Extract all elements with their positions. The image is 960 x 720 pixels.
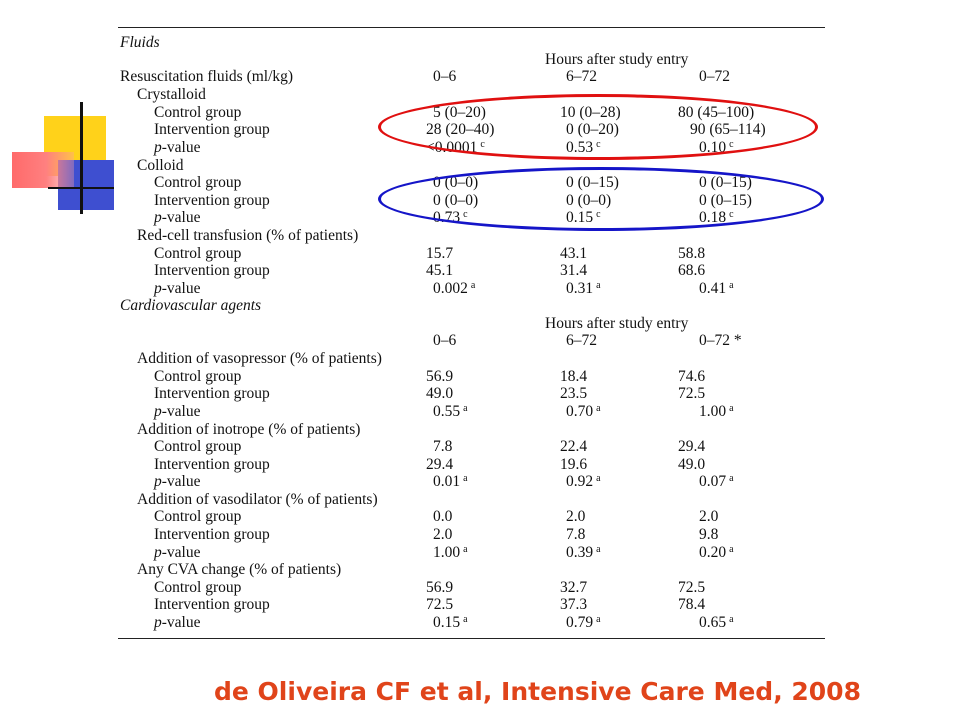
table-cell: 1.00 a [699,403,734,420]
table-cell: 72.5 [678,385,706,402]
column-header-6-72: 6–72 [566,332,597,349]
table-cell: 2.0 [566,508,586,525]
table-cell: 0.20 a [699,544,734,561]
table-cell: 0.41 a [699,280,734,297]
table-cell: 1.00 a [433,544,468,561]
table-top-rule [118,27,825,28]
table-cell: 7.8 [566,526,586,543]
table-cell: 32.7 [560,579,588,596]
fluids-hours-header: Hours after study entry [545,51,689,68]
table-cell: 19.6 [560,456,588,473]
table-cell: 23.5 [560,385,588,402]
row-label: p-value [154,139,201,156]
row-label: p-value [154,209,201,226]
decorative-red-square [12,152,74,188]
row-label: Control group [154,438,242,455]
subsection-vasodilator: Addition of vasodilator (% of patients) [137,491,378,508]
table-cell: 0.55 a [433,403,468,420]
table-cell: 72.5 [678,579,706,596]
row-label: p-value [154,614,201,631]
table-cell: 7.8 [433,438,453,455]
table-cell: 0.01 a [433,473,468,490]
cardio-hours-header: Hours after study entry [545,315,689,332]
table-cell: 0.92 a [566,473,601,490]
row-label: Intervention group [154,385,270,402]
table-cell: 72.5 [426,596,454,613]
subsection-crystalloid: Crystalloid [137,86,206,103]
column-header-0-72: 0–72 * [699,332,742,349]
table-cell: 74.6 [678,368,706,385]
table-cell: 0.07 a [699,473,734,490]
table-cell: 56.9 [426,368,454,385]
column-header-0-6: 0–6 [433,68,457,85]
row-label: Intervention group [154,526,270,543]
table-cell: 0.31 a [566,280,601,297]
table-cell: 37.3 [560,596,588,613]
row-label: p-value [154,544,201,561]
row-label: Control group [154,508,242,525]
table-cell: 2.0 [699,508,719,525]
table-cell: 58.8 [678,245,706,262]
table-cell: 0.002 a [433,280,476,297]
row-label: p-value [154,473,201,490]
subsection-red-cell-transfusion: Red-cell transfusion (% of patients) [137,227,359,244]
table-cell: 0.70 a [566,403,601,420]
row-label: Intervention group [154,262,270,279]
subsection-vasopressor: Addition of vasopressor (% of patients) [137,350,382,367]
row-label: Control group [154,368,242,385]
row-label: Control group [154,104,242,121]
column-header-6-72: 6–72 [566,68,597,85]
table-cell: 18.4 [560,368,588,385]
row-label: Intervention group [154,456,270,473]
table-cell: 29.4 [426,456,454,473]
row-label: Control group [154,579,242,596]
crystalloid-highlight-ellipse [378,94,818,160]
table-cell: 56.9 [426,579,454,596]
subsection-inotrope: Addition of inotrope (% of patients) [137,421,361,438]
row-label: Intervention group [154,596,270,613]
table-cell: 31.4 [560,262,588,279]
row-label: p-value [154,403,201,420]
row-label: p-value [154,280,201,297]
decorative-vertical-line [80,102,83,214]
subsection-colloid: Colloid [137,157,184,174]
table-cell: 0.0 [433,508,453,525]
table-cell: 0.39 a [566,544,601,561]
table-cell: 9.8 [699,526,719,543]
row-label: Intervention group [154,121,270,138]
column-header-0-6: 0–6 [433,332,457,349]
row-label: Intervention group [154,192,270,209]
row-label: Control group [154,174,242,191]
table-cell: 0.79 a [566,614,601,631]
cardio-section-title: Cardiovascular agents [120,297,262,314]
table-bottom-rule [118,638,825,639]
table-cell: 68.6 [678,262,706,279]
table-cell: 49.0 [678,456,706,473]
column-header-0-72: 0–72 [699,68,730,85]
table-cell: 0.15 a [433,614,468,631]
row-label: Resuscitation fluids (ml/kg) [120,68,294,85]
table-cell: 2.0 [433,526,453,543]
table-cell: 22.4 [560,438,588,455]
table-cell: 15.7 [426,245,454,262]
table-cell: 49.0 [426,385,454,402]
table-cell: 78.4 [678,596,706,613]
table-cell: 43.1 [560,245,588,262]
citation-text: de Oliveira CF et al, Intensive Care Med… [214,677,861,706]
subsection-any-cva-change: Any CVA change (% of patients) [137,561,342,578]
table-cell: 0.65 a [699,614,734,631]
row-label: Control group [154,245,242,262]
colloid-highlight-ellipse [378,167,824,231]
table-cell: 45.1 [426,262,454,279]
table-cell: 29.4 [678,438,706,455]
decorative-horizontal-line [48,187,114,189]
fluids-section-title: Fluids [120,34,160,51]
